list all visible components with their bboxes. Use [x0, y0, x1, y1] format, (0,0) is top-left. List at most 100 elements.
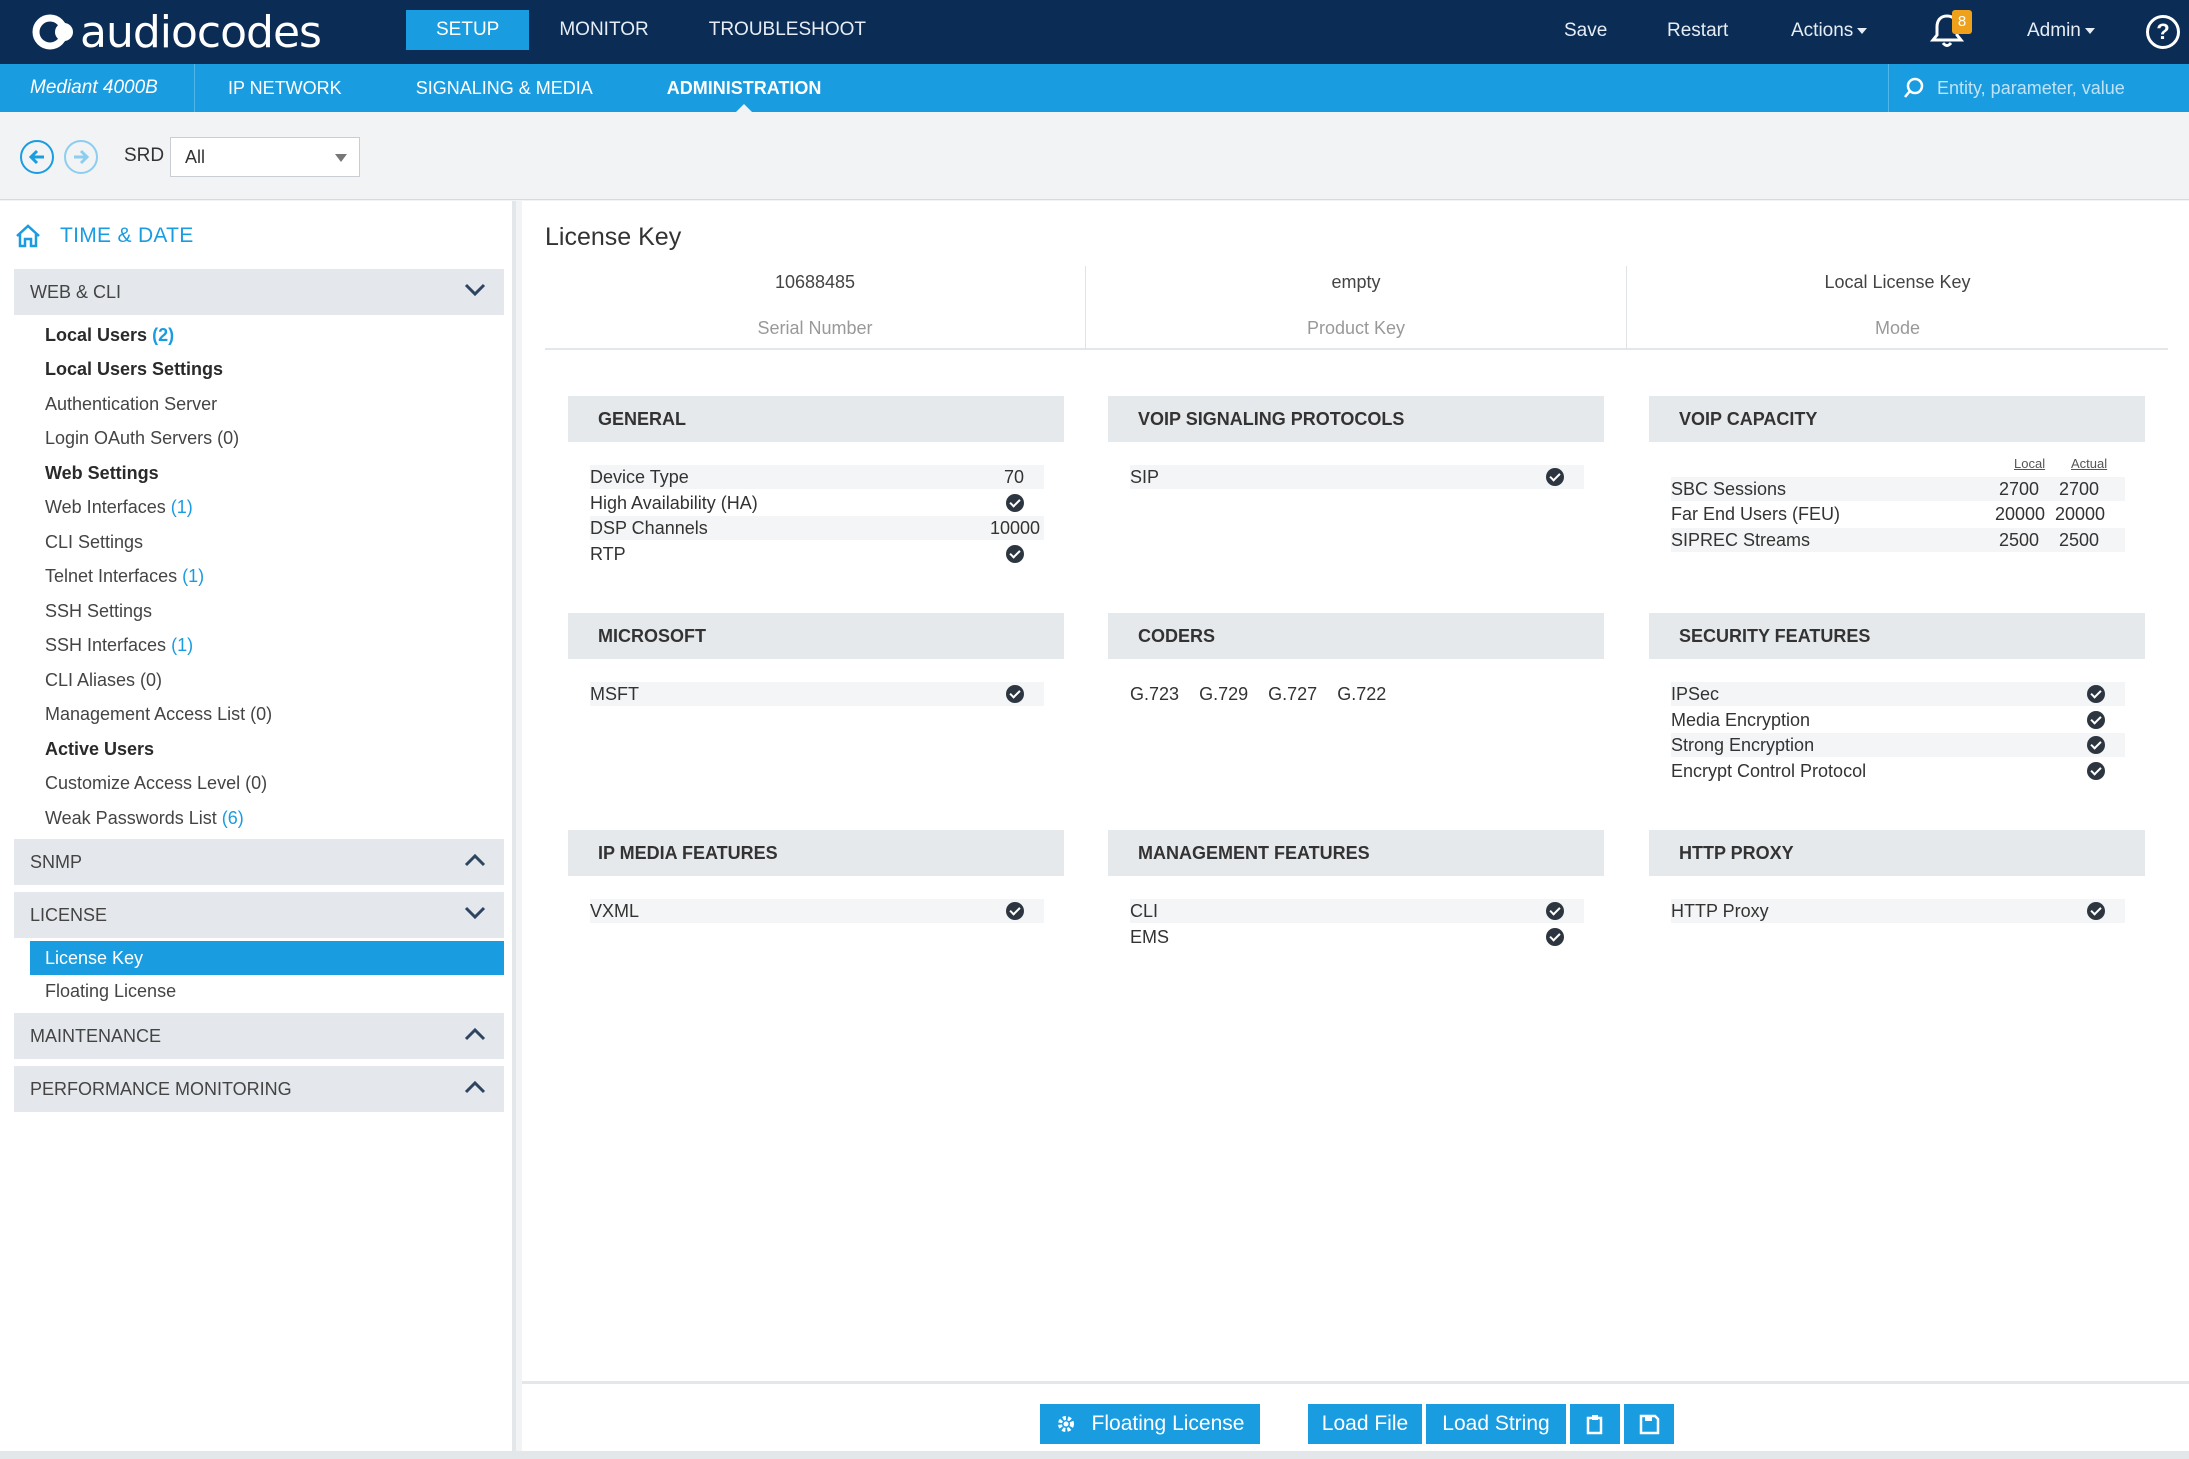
sidebar-group-performance-monitoring[interactable]: PERFORMANCE MONITORING	[14, 1066, 504, 1112]
tab-ip-network[interactable]: IP NETWORK	[228, 78, 342, 98]
load-file-button[interactable]: Load File	[1308, 1404, 1422, 1444]
sidebar-group-maintenance[interactable]: MAINTENANCE	[14, 1013, 504, 1059]
row-rtp: RTP	[590, 542, 1044, 566]
search-input[interactable]	[1937, 77, 2167, 99]
row-label: Strong Encryption	[1671, 735, 1815, 755]
floating-license-label: Floating License	[1091, 1412, 1245, 1435]
audiocodes-logo[interactable]: audiocodes	[32, 6, 322, 58]
forward-button[interactable]	[64, 140, 98, 174]
row-label: SIPREC Streams	[1671, 530, 1811, 550]
sidebar-item-web-settings[interactable]: Web Settings	[45, 463, 159, 484]
row-far-end-users: Far End Users (FEU) 20000 20000	[1671, 502, 2125, 526]
product-key-label: Product Key	[1306, 318, 1406, 338]
row-strong-encryption: Strong Encryption	[1671, 733, 2125, 757]
row-label: Media Encryption	[1671, 710, 1811, 730]
row-msft: MSFT	[590, 682, 1044, 706]
tab-troubleshoot[interactable]: TROUBLESHOOT	[708, 19, 867, 40]
main-nav: SETUP MONITOR TROUBLESHOOT	[406, 10, 896, 50]
sidebar-item-local-users-settings[interactable]: Local Users Settings	[45, 359, 223, 380]
check-icon	[1006, 545, 1024, 563]
sidebar-group-license[interactable]: LICENSE	[14, 892, 504, 938]
sidebar-item-authentication-server[interactable]: Authentication Server	[45, 394, 217, 415]
row-label: Device Type	[590, 467, 689, 487]
back-button[interactable]	[20, 140, 54, 174]
logo-text: audiocodes	[80, 6, 322, 58]
admin-menu[interactable]: Admin	[2027, 20, 2095, 42]
coder-g723: G.723	[1130, 684, 1180, 704]
panel-http-proxy: HTTP PROXY HTTP Proxy	[1649, 830, 2145, 970]
sub-bar: Mediant 4000B IP NETWORK SIGNALING & MED…	[0, 64, 2189, 112]
sidebar-item-cli-aliases[interactable]: CLI Aliases (0)	[45, 670, 162, 691]
bottom-strip	[0, 1451, 2189, 1459]
footer-toolbar: Floating License Load File Load String	[522, 1381, 2189, 1451]
save-license-button[interactable]	[1624, 1404, 1674, 1444]
group-label: WEB & CLI	[30, 282, 122, 302]
sidebar-item-local-users[interactable]: Local Users (2)	[45, 325, 174, 346]
srd-select[interactable]: All	[170, 137, 360, 177]
sidebar-item-cli-settings[interactable]: CLI Settings	[45, 532, 143, 553]
row-value: 10000	[989, 518, 1040, 538]
coder-g722: G.722	[1337, 684, 1387, 704]
apply-license-button[interactable]	[1570, 1404, 1620, 1444]
load-string-button[interactable]: Load String	[1426, 1404, 1566, 1444]
sidebar-item-management-access-list[interactable]: Management Access List (0)	[45, 704, 272, 725]
notifications-button[interactable]: 8	[1929, 10, 1972, 52]
sidebar-item-login-oauth-servers[interactable]: Login OAuth Servers (0)	[45, 428, 239, 449]
group-label: LICENSE	[30, 905, 108, 925]
tab-administration[interactable]: ADMINISTRATION	[649, 64, 840, 112]
sidebar-item-license-key[interactable]: License Key	[30, 941, 504, 975]
search-icon[interactable]	[1903, 77, 1925, 99]
actions-label: Actions	[1791, 20, 1854, 41]
sidebar-item-customize-access-level[interactable]: Customize Access Level (0)	[45, 773, 267, 794]
coder-g727: G.727	[1268, 684, 1318, 704]
floating-license-button[interactable]: Floating License	[1040, 1404, 1260, 1444]
row-sbc-sessions: SBC Sessions 2700 2700	[1671, 477, 2125, 501]
tab-signaling-media[interactable]: SIGNALING & MEDIA	[415, 78, 593, 98]
check-icon	[2087, 762, 2105, 780]
row-label: HTTP Proxy	[1671, 901, 1769, 921]
panel-coders: CODERS G.723 G.729 G.727 G.722	[1108, 613, 1604, 793]
product-key-value: empty	[1331, 272, 1381, 292]
row-label: VXML	[590, 901, 640, 921]
check-icon	[1546, 902, 1564, 920]
row-http-proxy: HTTP Proxy	[1671, 899, 2125, 923]
serial-number-label: Serial Number	[757, 318, 873, 338]
row-media-encryption: Media Encryption	[1671, 708, 2125, 732]
check-icon	[2087, 685, 2105, 703]
row-siprec-streams: SIPREC Streams 2500 2500	[1671, 528, 2125, 552]
sidebar-item-web-interfaces[interactable]: Web Interfaces (1)	[45, 497, 193, 518]
product-key-cell: empty Product Key	[1086, 266, 1627, 350]
sidebar-item-ssh-interfaces[interactable]: SSH Interfaces (1)	[45, 635, 193, 656]
check-icon	[2087, 902, 2105, 920]
restart-button[interactable]: Restart	[1667, 20, 1729, 41]
item-count: (6)	[221, 808, 244, 828]
sidebar-item-floating-license[interactable]: Floating License	[45, 981, 177, 1001]
sidebar-item-active-users[interactable]: Active Users	[45, 739, 154, 760]
actions-menu[interactable]: Actions	[1791, 20, 1868, 42]
sidebar-group-snmp[interactable]: SNMP	[14, 839, 504, 885]
row-label: IPSec	[1671, 684, 1720, 704]
row-local-value: 2700	[1998, 479, 2039, 499]
sidebar-group-web-cli[interactable]: WEB & CLI	[14, 269, 504, 315]
sidebar-home-time-date[interactable]: TIME & DATE	[14, 223, 194, 249]
panel-header: MICROSOFT	[568, 613, 1064, 659]
item-label: Authentication Server	[45, 394, 218, 414]
chevron-up-icon	[464, 853, 486, 867]
row-label: Far End Users (FEU)	[1671, 504, 1841, 524]
sidebar-item-ssh-settings[interactable]: SSH Settings	[45, 601, 152, 622]
sidebar-item-telnet-interfaces[interactable]: Telnet Interfaces (1)	[45, 566, 204, 587]
sidebar-item-weak-passwords-list[interactable]: Weak Passwords List (6)	[45, 808, 244, 829]
row-dsp-channels: DSP Channels 10000	[590, 516, 1044, 540]
chevron-down-icon	[2084, 27, 2095, 34]
panel-general: GENERAL Device Type 70 High Availability …	[568, 396, 1064, 576]
save-button[interactable]: Save	[1564, 20, 1608, 41]
tab-monitor[interactable]: MONITOR	[559, 19, 649, 40]
panel-voip-capacity: VOIP CAPACITY Local Actual SBC Sessions 2…	[1649, 396, 2145, 576]
chevron-down-icon	[464, 283, 486, 297]
panel-header: VOIP SIGNALING PROTOCOLS	[1108, 396, 1604, 442]
row-local-value: 2500	[1998, 530, 2039, 550]
clipboard-icon	[1586, 1415, 1603, 1435]
tab-setup[interactable]: SETUP	[406, 10, 530, 50]
row-encrypt-control-protocol: Encrypt Control Protocol	[1671, 759, 2125, 783]
help-icon[interactable]: ?	[2146, 15, 2180, 49]
